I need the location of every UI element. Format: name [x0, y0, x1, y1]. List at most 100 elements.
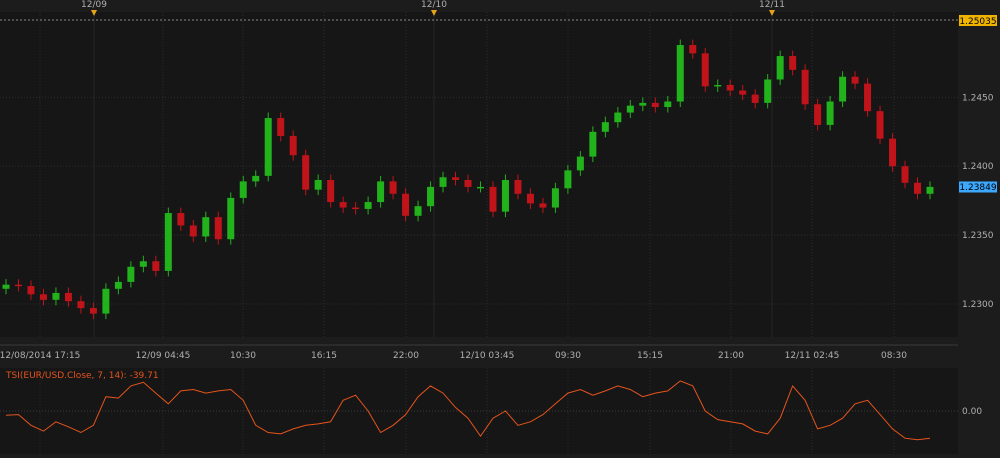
candle-down [726, 84, 734, 91]
candle-down [452, 177, 460, 181]
candle-up [926, 186, 934, 194]
candle-up [614, 112, 622, 123]
candle-up [664, 101, 672, 108]
time-tick-label: 12/11 02:45 [785, 351, 840, 361]
candle-down [64, 292, 72, 302]
candle-down [289, 135, 297, 156]
candle-up [377, 181, 385, 203]
candle-down [701, 53, 709, 87]
candle-up [764, 79, 772, 103]
candles [2, 39, 934, 320]
candle-down [14, 284, 22, 287]
time-tick-label: 12/09 04:45 [136, 351, 191, 361]
day-marker-label: 12/11 [759, 0, 785, 10]
candle-up [52, 292, 60, 300]
price-tick-label: 1.2450 [962, 93, 994, 103]
candle-up [252, 175, 260, 182]
indicator-line [5, 380, 931, 441]
candle-down [189, 225, 197, 237]
day-markers: 12/09 12/10 12/11 [81, 0, 785, 337]
candle-down [27, 286, 35, 295]
indicator-label: TSI(EUR/USD.Close, 7, 14): -39.71 [5, 371, 159, 381]
time-axis: 12/08/2014 17:15 12/09 04:45 10:30 16:15 22:… [0, 344, 958, 361]
time-tick-label: 08:30 [881, 351, 907, 361]
candle-down [751, 94, 759, 103]
indicator-tick-label: 0.00 [962, 407, 982, 417]
candle-up [227, 197, 235, 240]
day-marker-label: 12/10 [421, 0, 447, 10]
candle-up [2, 284, 10, 289]
candle-up [501, 180, 509, 212]
time-tick-label: 12/10 03:45 [460, 351, 515, 361]
candle-up [264, 118, 272, 176]
candle-up [102, 288, 110, 314]
time-tick-label: 10:30 [230, 351, 256, 361]
candle-down [89, 308, 97, 314]
candle-up [439, 177, 447, 187]
candle-down [464, 180, 472, 187]
candle-down [389, 181, 397, 194]
candle-up [714, 84, 722, 87]
candle-down [489, 186, 497, 212]
candle-down [77, 301, 85, 309]
candle-up [839, 76, 847, 102]
day-marker-arrow [431, 10, 437, 16]
candle-down [152, 261, 160, 271]
day-marker-label: 12/09 [81, 0, 107, 10]
candle-down [789, 56, 797, 70]
time-tick-label: 12/08/2014 17:15 [0, 351, 80, 361]
candle-down [814, 104, 822, 125]
candle-up [114, 281, 122, 289]
candle-up [164, 213, 172, 271]
candle-up [826, 101, 834, 125]
candle-up [639, 102, 647, 106]
candle-up [776, 56, 784, 80]
candle-up [364, 202, 372, 209]
candle-down [901, 166, 909, 183]
time-tick-label: 15:15 [637, 351, 663, 361]
candle-down [914, 182, 922, 194]
high-price-badge [959, 15, 997, 26]
candle-down [177, 213, 185, 226]
price-axis: 1.2300 1.2350 1.2400 1.2450 [962, 93, 994, 310]
indicator-panel: 0.00 [0, 380, 982, 441]
candle-down [889, 138, 897, 167]
candle-up [601, 122, 609, 132]
high-price-label: 1.25035 [959, 17, 996, 27]
candle-down [277, 118, 285, 136]
candle-up [551, 188, 559, 208]
candle-down [801, 69, 809, 105]
candle-up [476, 186, 484, 189]
candle-up [676, 45, 684, 102]
candle-up [314, 180, 322, 190]
candle-up [626, 105, 634, 113]
last-price-badge [959, 181, 997, 193]
candle-down [689, 45, 697, 54]
candle-down [327, 180, 335, 203]
candle-down [864, 83, 872, 112]
time-tick-label: 22:00 [393, 351, 419, 361]
candle-down [214, 217, 222, 240]
candle-down [339, 202, 347, 208]
last-price-label: 1.23849 [959, 183, 996, 193]
price-tick-label: 1.2350 [962, 231, 994, 241]
candle-down [302, 155, 310, 190]
price-plot-area [0, 12, 958, 337]
candle-down [352, 207, 360, 210]
candle-up [127, 266, 135, 282]
candle-down [851, 76, 859, 84]
candle-up [414, 206, 422, 216]
candle-down [739, 90, 747, 95]
candle-up [427, 186, 435, 207]
time-tick-label: 09:30 [555, 351, 581, 361]
candle-up [139, 261, 147, 267]
candle-down [526, 193, 534, 204]
candle-down [402, 193, 410, 216]
candle-up [239, 181, 247, 198]
price-tick-label: 1.2300 [962, 300, 994, 310]
day-marker-arrow [91, 10, 97, 16]
candle-down [539, 203, 547, 208]
time-tick-label: 21:00 [718, 351, 744, 361]
